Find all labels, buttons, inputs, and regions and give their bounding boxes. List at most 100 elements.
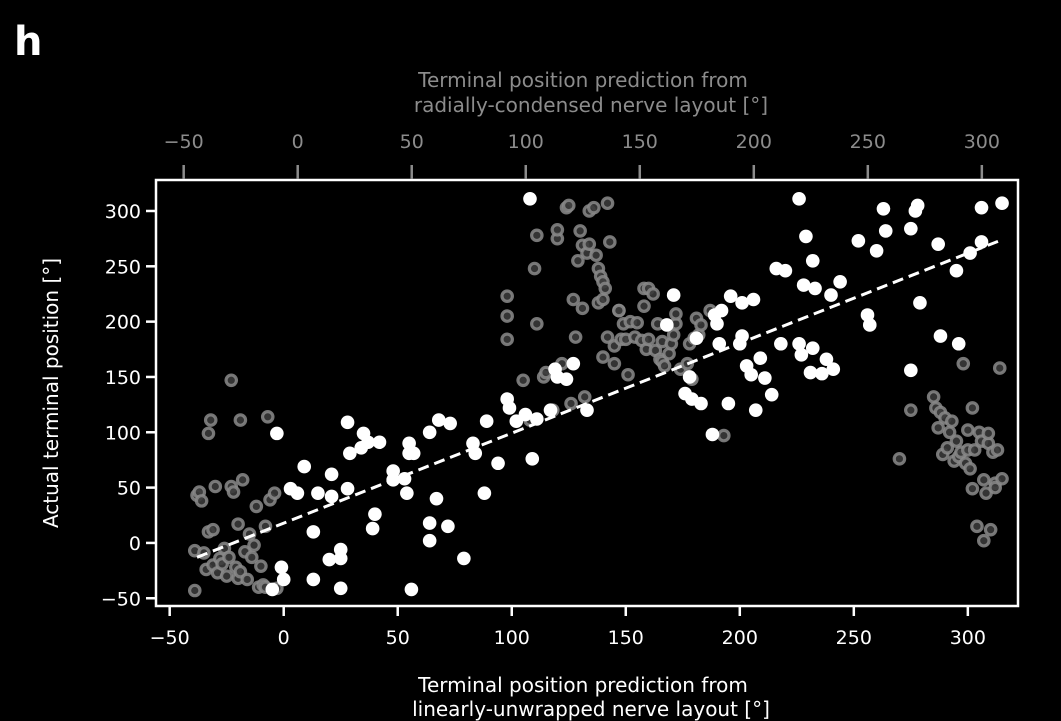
radial-point-61 xyxy=(568,330,583,344)
linear-point-58 xyxy=(580,403,594,417)
radial-point-44 xyxy=(500,309,514,323)
linear-point-8 xyxy=(306,525,321,539)
linear-point-88 xyxy=(794,348,809,362)
radial-point-156 xyxy=(990,443,1005,457)
radial-point-78 xyxy=(598,281,613,296)
linear-point-53 xyxy=(543,403,558,417)
linear-point-6 xyxy=(297,459,312,474)
linear-point-92 xyxy=(805,253,820,268)
radial-point-62 xyxy=(571,253,585,268)
radial-point-125 xyxy=(931,421,945,435)
linear-point-95 xyxy=(815,366,829,381)
linear-point-44 xyxy=(479,414,494,429)
radial-point-39 xyxy=(260,409,275,424)
linear-point-33 xyxy=(422,533,437,548)
linear-series xyxy=(265,192,1009,597)
radial-point-141 xyxy=(965,481,980,496)
linear-point-65 xyxy=(694,396,708,411)
radial-point-23 xyxy=(231,517,245,531)
linear-point-52 xyxy=(530,412,544,426)
linear-point-21 xyxy=(361,435,375,450)
x-tick-label-top-7: 300 xyxy=(964,131,1000,153)
linear-point-89 xyxy=(796,278,811,292)
linear-point-51 xyxy=(525,452,540,466)
x-tick-label-bottom-6: 250 xyxy=(836,627,872,649)
linear-point-49 xyxy=(518,407,533,422)
linear-point-80 xyxy=(753,351,768,365)
radial-point-50 xyxy=(530,317,544,331)
radial-point-76 xyxy=(596,292,610,307)
linear-point-90 xyxy=(799,229,813,244)
radial-point-46 xyxy=(516,373,530,388)
radial-point-70 xyxy=(587,200,601,215)
linear-point-107 xyxy=(904,363,918,378)
y-tick-label-5: 200 xyxy=(105,312,141,334)
radial-point-17 xyxy=(219,569,234,583)
linear-point-2 xyxy=(274,560,289,575)
linear-point-66 xyxy=(705,427,720,442)
radial-point-27 xyxy=(235,473,250,487)
linear-point-3 xyxy=(276,572,291,587)
radial-point-152 xyxy=(983,522,998,537)
linear-point-91 xyxy=(803,365,818,380)
linear-point-14 xyxy=(333,551,348,566)
linear-point-35 xyxy=(422,425,437,440)
y-axis-label: Actual terminal position [°] xyxy=(39,258,63,528)
y-tick-label-4: 150 xyxy=(105,367,141,389)
radial-point-85 xyxy=(612,303,626,318)
radial-point-29 xyxy=(240,572,255,587)
linear-point-74 xyxy=(735,329,749,343)
linear-point-47 xyxy=(502,401,517,415)
x-tick-label-top-6: 250 xyxy=(850,131,886,153)
radial-point-97 xyxy=(641,332,656,347)
radial-point-41 xyxy=(267,486,282,500)
linear-point-59 xyxy=(660,318,674,332)
linear-point-22 xyxy=(365,521,380,536)
linear-point-109 xyxy=(910,198,925,213)
radial-point-79 xyxy=(600,330,615,344)
linear-point-87 xyxy=(792,336,806,351)
x-tick-label-top-5: 200 xyxy=(736,131,772,153)
radial-point-0 xyxy=(187,583,202,598)
linear-point-10 xyxy=(322,552,337,567)
radial-point-110 xyxy=(669,307,683,321)
linear-point-75 xyxy=(735,296,749,310)
x-tick-label-bottom-0: −50 xyxy=(150,627,190,649)
radial-point-121 xyxy=(892,452,907,466)
radial-point-129 xyxy=(940,440,955,455)
linear-point-77 xyxy=(744,367,758,382)
radial-point-33 xyxy=(249,499,264,514)
linear-point-17 xyxy=(340,415,355,430)
linear-point-86 xyxy=(792,192,806,206)
linear-point-118 xyxy=(995,196,1009,211)
radial-point-143 xyxy=(967,443,982,457)
radial-point-105 xyxy=(657,359,672,373)
linear-point-11 xyxy=(324,467,339,482)
x-tick-label-bottom-5: 200 xyxy=(722,627,758,649)
linear-point-39 xyxy=(443,416,457,431)
radial-point-7 xyxy=(201,426,216,441)
linear-point-99 xyxy=(833,274,847,289)
linear-point-57 xyxy=(566,356,581,371)
x-axis-label-bottom-line2: linearly-unwrapped nerve layout [°] xyxy=(412,697,770,721)
linear-point-78 xyxy=(746,292,761,307)
linear-point-84 xyxy=(774,336,788,351)
radial-point-12 xyxy=(208,479,223,494)
x-tick-label-top-2: 50 xyxy=(400,131,424,153)
linear-point-1 xyxy=(265,582,280,597)
linear-point-12 xyxy=(324,489,339,504)
linear-point-114 xyxy=(951,336,966,351)
linear-point-0 xyxy=(270,426,284,441)
y-axis: −50 0 50 100 150 200 250 300 xyxy=(101,201,156,610)
radial-point-55 xyxy=(550,222,565,237)
linear-point-62 xyxy=(682,370,697,384)
linear-point-72 xyxy=(723,289,738,303)
x-axis-label-top-line2: radially-condensed nerve layout [°] xyxy=(414,93,768,117)
linear-point-102 xyxy=(862,318,877,332)
linear-point-100 xyxy=(851,234,866,248)
radial-point-58 xyxy=(561,198,576,213)
fit-line xyxy=(196,238,1003,559)
linear-point-43 xyxy=(477,486,492,500)
linear-point-24 xyxy=(372,435,387,450)
